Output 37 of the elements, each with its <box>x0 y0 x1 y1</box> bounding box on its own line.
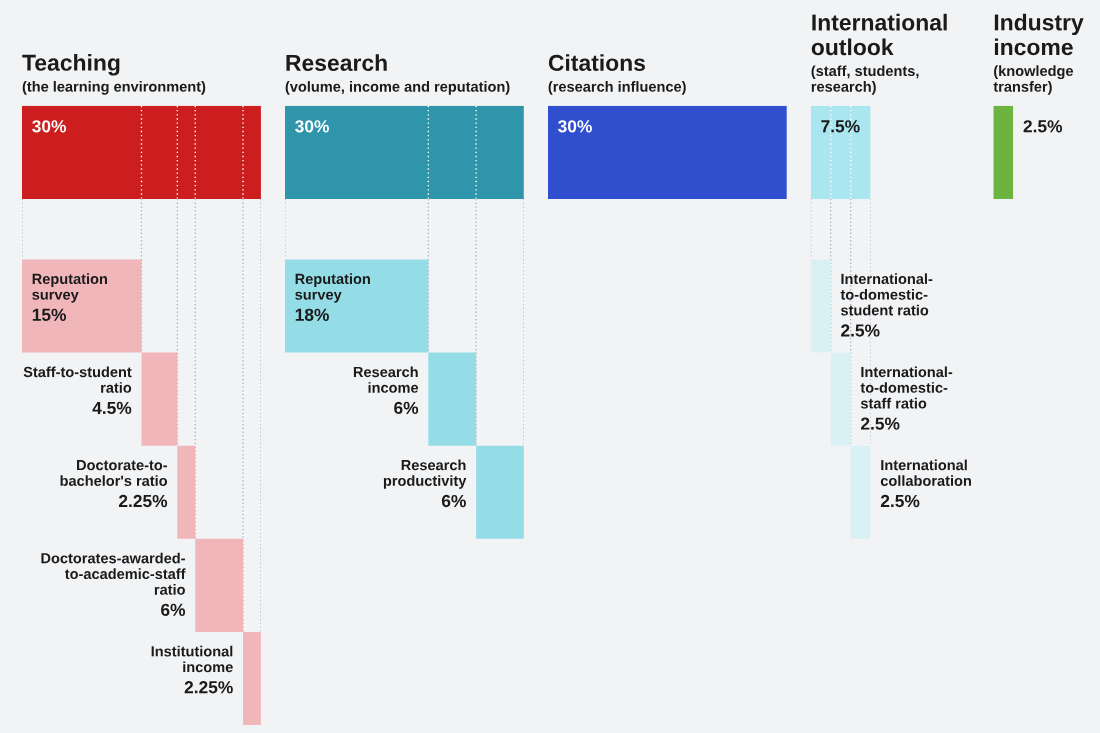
category-label: Research productivity <box>383 459 467 489</box>
category-label: International- to-domestic- staff ratio <box>860 366 953 409</box>
data-label: 30% <box>295 120 329 133</box>
data-label: 6% <box>161 603 186 616</box>
text: (volume, income and reputation) <box>285 81 510 95</box>
data-label: 6% <box>394 401 419 415</box>
data-label: 2.5% <box>1023 120 1063 133</box>
text: (research influence) <box>548 81 686 95</box>
data-label: 2.5% <box>880 494 920 508</box>
category-label: Doctorates-awarded- to-academic-staff ratio <box>41 552 186 595</box>
category-label: Institutional income <box>151 645 233 673</box>
data-label: 2.5% <box>860 417 900 430</box>
text: Research <box>286 54 387 72</box>
category-label: Research income <box>353 366 419 393</box>
text: Teaching <box>22 54 120 76</box>
category-label: Reputation survey <box>32 273 107 303</box>
data-label: 4.5% <box>92 401 132 415</box>
text: (knowledge transfer) <box>993 65 1074 95</box>
data-label: 15% <box>32 308 67 321</box>
text: (staff, students, research) <box>811 65 919 95</box>
data-label: 30% <box>558 120 592 133</box>
text: International outlook <box>811 13 947 56</box>
text: Citations <box>548 54 645 72</box>
text: Industry income <box>994 13 1084 56</box>
category-label: International- to-domestic- student ratio <box>840 273 933 316</box>
category-label: Reputation survey <box>295 273 370 303</box>
data-label: 7.5% <box>821 120 860 133</box>
data-label: 2.25% <box>118 494 168 508</box>
data-label: 6% <box>441 494 466 508</box>
data-label: 18% <box>295 308 329 321</box>
data-label: 2.25% <box>184 681 233 694</box>
category-label: International collaboration <box>880 459 971 486</box>
data-label: 30% <box>32 120 67 133</box>
text: (the learning environment) <box>22 81 206 95</box>
data-label: 2.5% <box>841 324 880 337</box>
category-label: Staff-to-student ratio <box>23 366 132 393</box>
category-label: Doctorate-to- bachelor's ratio <box>60 460 168 486</box>
